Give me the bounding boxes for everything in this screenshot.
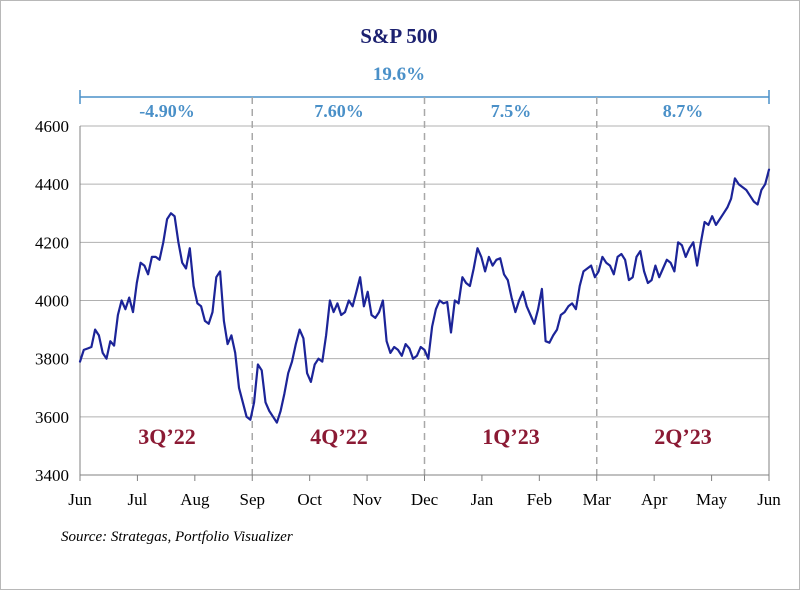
x-tick-label: May (696, 490, 728, 509)
y-tick-label: 4400 (35, 175, 69, 194)
x-tick-label: Sep (240, 490, 266, 509)
x-tick-label: Mar (583, 490, 612, 509)
y-tick-label: 3800 (35, 350, 69, 369)
quarter-label-1q23: 1Q’23 (482, 424, 539, 449)
chart-title: S&P 500 (360, 24, 438, 48)
quarter-return-4q22: 7.60% (314, 101, 364, 121)
x-tick-label: Jun (757, 490, 781, 509)
x-tick-label: Jan (471, 490, 494, 509)
y-tick-label: 3600 (35, 408, 69, 427)
x-axis-ticks: Jun Jul Aug Sep Oct Nov Dec Jan Feb Mar Apr May Jun (68, 475, 781, 509)
y-tick-label: 4000 (35, 292, 69, 311)
x-tick-label: Dec (411, 490, 439, 509)
y-tick-label: 3400 (35, 466, 69, 485)
quarter-label-4q22: 4Q’22 (310, 424, 367, 449)
source-note: Source: Strategas, Portfolio Visualizer (61, 529, 293, 545)
x-tick-label: Apr (641, 490, 668, 509)
total-return: 19.6% (373, 64, 425, 85)
x-tick-label: Aug (180, 490, 210, 509)
quarter-return-2q23: 8.7% (663, 101, 704, 121)
series-layer (78, 168, 771, 424)
x-tick-label: Nov (352, 490, 382, 509)
quarter-return-3q22: -4.90% (139, 101, 195, 121)
quarter-label-3q22: 3Q’22 (138, 424, 195, 449)
y-tick-label: 4600 (35, 117, 69, 136)
quarter-dividers (251, 97, 598, 475)
series-line-sp500 (78, 168, 771, 424)
x-tick-label: Feb (527, 490, 553, 509)
quarter-names: 3Q’22 4Q’22 1Q’23 2Q’23 (138, 424, 711, 449)
x-tick-label: Jun (68, 490, 92, 509)
quarter-return-1q23: 7.5% (491, 101, 532, 121)
quarter-returns: -4.90% 7.60% 7.5% 8.7% (139, 101, 703, 121)
x-tick-label: Oct (297, 490, 322, 509)
y-axis-ticks: 3400 3600 3800 4000 4200 4400 4600 (35, 117, 69, 485)
x-tick-label: Jul (127, 490, 147, 509)
y-tick-label: 4200 (35, 233, 69, 252)
quarter-label-2q23: 2Q’23 (654, 424, 711, 449)
